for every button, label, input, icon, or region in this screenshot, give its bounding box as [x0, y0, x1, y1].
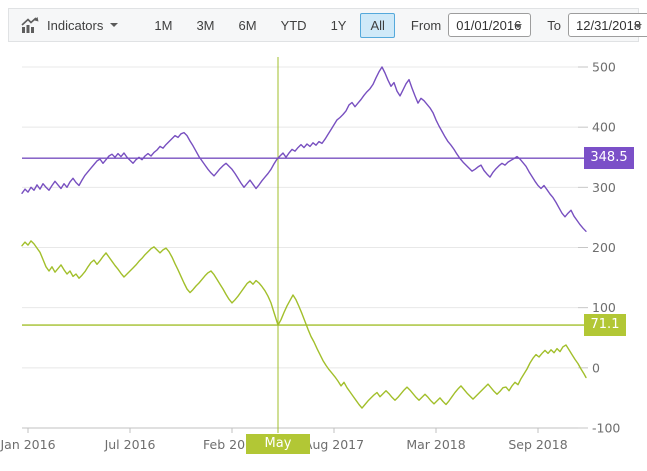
from-date-input[interactable]: [456, 17, 531, 33]
x-axis-label: Jul 2016: [104, 437, 156, 452]
y-axis-label--100: -100: [592, 421, 620, 436]
x-axis-label: Jan 2016: [0, 437, 56, 452]
indicators-button[interactable]: Indicators: [21, 16, 119, 34]
value-badge-olive: 71.1: [584, 314, 626, 337]
indicators-label: Indicators: [47, 17, 104, 33]
purple-series: [21, 66, 587, 233]
crosshair-date-badge: May 2017: [246, 434, 310, 471]
from-label: From: [410, 17, 442, 33]
y-axis-label-500: 500: [592, 60, 616, 75]
to-label: To: [547, 17, 561, 33]
range-button-ytd[interactable]: YTD: [271, 13, 317, 38]
y-axis-label-0: 0: [592, 360, 600, 375]
y-axis-label-200: 200: [592, 240, 616, 255]
x-axis-label: Aug 2017: [304, 437, 364, 452]
y-axis-label-400: 400: [592, 120, 616, 135]
y-axis-label-300: 300: [592, 180, 616, 195]
from-date-chevron-down-icon[interactable]: [514, 24, 523, 28]
range-button-3m[interactable]: 3M: [186, 13, 224, 38]
to-date-chevron-down-icon[interactable]: [634, 24, 642, 28]
from-date-picker[interactable]: [448, 13, 532, 37]
range-button-1m[interactable]: 1M: [144, 13, 182, 38]
range-button-all[interactable]: All: [360, 12, 395, 38]
range-buttons-group: 1M 3M 6M YTD 1Y All: [144, 12, 395, 38]
to-date-picker[interactable]: [568, 13, 647, 37]
x-axis-label: Mar 2018: [406, 437, 465, 452]
to-date-input[interactable]: [576, 17, 647, 33]
value-badge-purple: 348.5: [584, 147, 634, 170]
indicators-icon: [21, 16, 39, 33]
range-button-1y[interactable]: 1Y: [321, 13, 357, 38]
chart-area: 500 400 300 200 100 0 -100 Jan 2016 Jul 2016 Feb …: [0, 46, 647, 471]
x-axis-label: Sep 2018: [508, 437, 567, 452]
chevron-down-icon: [110, 23, 119, 27]
y-axis-label-100: 100: [592, 300, 616, 315]
range-button-6m[interactable]: 6M: [229, 13, 267, 38]
olive-series: [21, 240, 587, 409]
